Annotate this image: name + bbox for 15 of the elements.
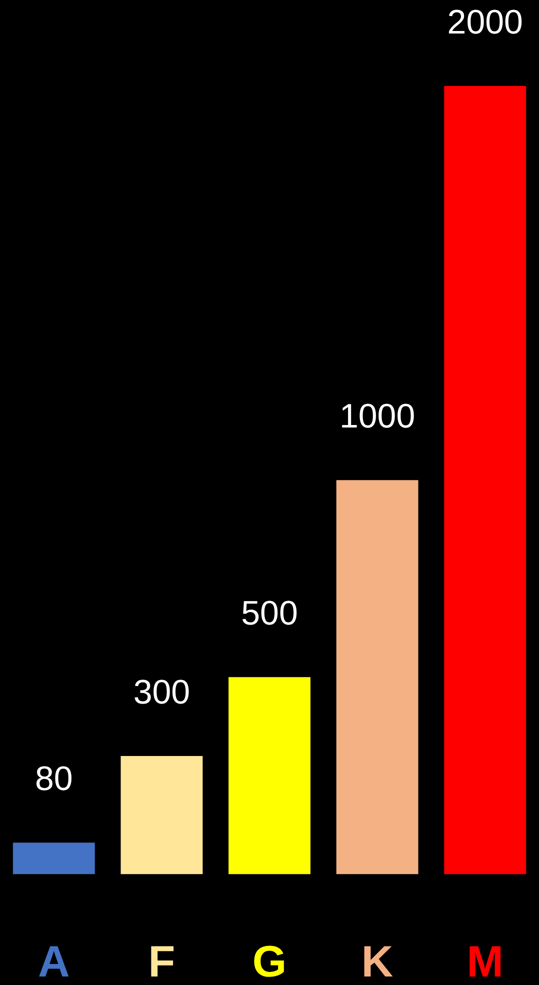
- bar: [444, 86, 526, 874]
- data-label: 1000: [339, 397, 416, 436]
- x-tick-label: G: [252, 938, 287, 985]
- bar: [120, 756, 203, 874]
- data-label: 500: [241, 594, 298, 633]
- bar: [12, 842, 95, 874]
- x-tick-label: M: [466, 938, 504, 985]
- bar: [336, 480, 418, 874]
- x-tick-label: A: [38, 938, 70, 985]
- x-tick-label: F: [148, 938, 176, 985]
- x-tick-label: K: [361, 938, 394, 985]
- data-label: 300: [133, 673, 190, 712]
- data-label: 2000: [447, 3, 523, 42]
- data-label: 80: [34, 760, 73, 798]
- bar: [228, 677, 310, 874]
